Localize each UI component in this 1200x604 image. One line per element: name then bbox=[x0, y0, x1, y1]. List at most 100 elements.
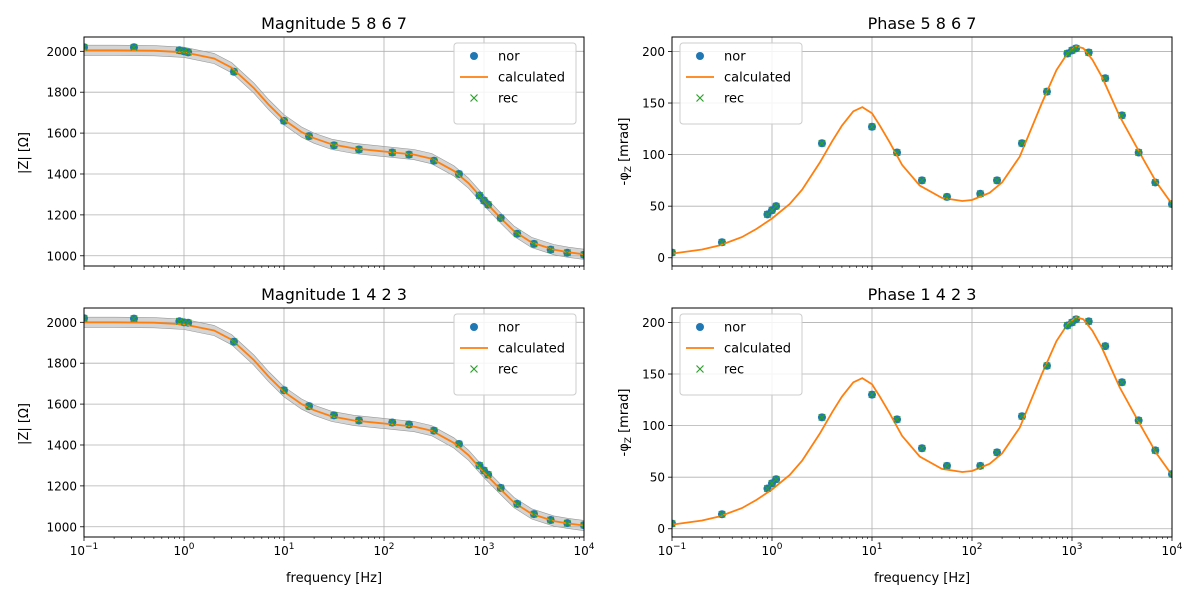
legend-label: nor bbox=[498, 321, 520, 336]
x-tick-label-base: 10 bbox=[373, 544, 388, 558]
nor-marker bbox=[84, 43, 88, 52]
x-tick-label-exponent: 1 bbox=[289, 542, 295, 552]
rec-marker bbox=[672, 519, 676, 528]
rec-marker bbox=[993, 448, 1001, 457]
rec-marker bbox=[1085, 317, 1093, 326]
plot-area bbox=[672, 315, 1172, 528]
y-axis-label-unit: [mrad] bbox=[617, 389, 632, 438]
x-tick-label-exponent: 2 bbox=[389, 542, 395, 552]
x-tick-label-exponent: −1 bbox=[85, 542, 98, 552]
rec-marker bbox=[130, 315, 138, 323]
legend-frame bbox=[679, 42, 803, 125]
y-tick-label: 150 bbox=[642, 97, 665, 111]
rec-marker bbox=[943, 462, 951, 470]
legend-label: calculated bbox=[498, 342, 565, 357]
legend-marker-nor bbox=[696, 323, 704, 331]
x-axis-label: frequency [Hz] bbox=[286, 571, 382, 586]
x-tick-label-base: 10 bbox=[658, 544, 673, 558]
rec-marker bbox=[180, 47, 188, 55]
rec-marker bbox=[405, 150, 413, 159]
rec-marker bbox=[1063, 49, 1072, 58]
rec-marker bbox=[893, 415, 901, 424]
subplot-magnitude-bottom: Magnitude 1 4 2 3 |Z| [Ω] frequency [Hz] bbox=[17, 285, 407, 586]
legend-label: rec bbox=[498, 92, 518, 107]
x-tick-label-base: 10 bbox=[473, 544, 488, 558]
axes-phase1: 0 50 100 150 200 -φZ [mrad] nor calculated rec bbox=[617, 36, 1173, 270]
x-tick-label-exponent: 1 bbox=[877, 542, 883, 552]
legend-marker-nor bbox=[696, 52, 704, 60]
x-tick-label-base: 10 bbox=[1161, 544, 1176, 558]
x-tick-label-base: 10 bbox=[861, 544, 876, 558]
rec-marker bbox=[355, 416, 363, 425]
y-tick-label: 100 bbox=[642, 148, 665, 162]
legend-frame bbox=[679, 313, 803, 396]
rec-marker bbox=[993, 176, 1001, 185]
rec-marker bbox=[497, 484, 505, 492]
plot-area bbox=[84, 314, 584, 532]
rec-marker bbox=[484, 201, 492, 209]
y-tick-label: 200 bbox=[642, 316, 665, 330]
rec-marker bbox=[513, 230, 521, 238]
legend-label: calculated bbox=[724, 71, 791, 86]
y-axis-label: -φZ [mrad] bbox=[617, 118, 634, 186]
x-tick-label: 103 bbox=[1061, 542, 1082, 558]
rec-marker bbox=[547, 246, 555, 254]
legend: nor calculated rec bbox=[453, 313, 577, 396]
subplot-title: Magnitude 1 4 2 3 bbox=[261, 285, 407, 304]
rec-marker bbox=[1068, 318, 1076, 327]
y-tick-label: 1600 bbox=[46, 127, 77, 141]
y-axis-label: |Z| [Ω] bbox=[17, 403, 32, 445]
y-axis-label-subscript: Z bbox=[624, 166, 634, 172]
rec-marker bbox=[430, 157, 438, 165]
legend-label: calculated bbox=[724, 342, 791, 357]
y-tick-label: 200 bbox=[642, 45, 665, 59]
x-tick-label: 102 bbox=[373, 542, 394, 558]
rec-marker bbox=[84, 314, 88, 322]
legend-marker-nor bbox=[470, 52, 478, 60]
legend-label: rec bbox=[724, 92, 744, 107]
calculated-line bbox=[84, 321, 584, 527]
legend-frame bbox=[453, 313, 577, 396]
y-tick-label: 1800 bbox=[46, 86, 77, 100]
rec-marker bbox=[1151, 446, 1159, 454]
legend: nor calculated rec bbox=[453, 42, 577, 125]
rec-marker bbox=[1151, 178, 1159, 187]
uncertainty-band bbox=[84, 316, 584, 532]
x-tick-label-exponent: 0 bbox=[777, 542, 783, 552]
rec-marker bbox=[1168, 200, 1172, 208]
y-axis-label-subscript: Z bbox=[624, 437, 634, 443]
rec-marker bbox=[772, 475, 780, 483]
rec-marker bbox=[918, 444, 926, 452]
x-tick-label: 104 bbox=[1161, 542, 1182, 558]
x-tick-label: 104 bbox=[573, 542, 594, 558]
x-tick-label: 101 bbox=[273, 542, 294, 558]
rec-marker bbox=[530, 510, 538, 518]
y-tick-label: 2000 bbox=[46, 45, 77, 59]
x-tick-label: 102 bbox=[961, 542, 982, 558]
uncertainty-band bbox=[84, 44, 584, 260]
rec-marker bbox=[893, 148, 901, 157]
x-axis-label: frequency [Hz] bbox=[874, 571, 970, 586]
legend-marker-rec bbox=[696, 94, 704, 102]
x-tick-label: 103 bbox=[473, 542, 494, 558]
rec-marker bbox=[230, 68, 238, 76]
rec-marker bbox=[943, 193, 951, 201]
rec-marker bbox=[355, 145, 363, 154]
rec-marker bbox=[1118, 111, 1126, 120]
rec-marker bbox=[580, 521, 584, 529]
axes-frame bbox=[83, 36, 585, 267]
rec-marker bbox=[1168, 470, 1172, 478]
axes-mag1: 1000 1200 1400 1600 1800 2000 nor calculated rec bbox=[46, 36, 585, 270]
subplot-title: Phase 1 4 2 3 bbox=[868, 285, 977, 304]
x-tick-label-exponent: 2 bbox=[977, 542, 983, 552]
rec-marker bbox=[1043, 88, 1051, 96]
y-tick-label: 1400 bbox=[46, 167, 77, 181]
rec-marker bbox=[1101, 342, 1109, 350]
rec-marker bbox=[818, 413, 826, 421]
rec-marker bbox=[1135, 416, 1143, 425]
rec-marker bbox=[497, 214, 505, 222]
rec-marker bbox=[280, 117, 288, 125]
